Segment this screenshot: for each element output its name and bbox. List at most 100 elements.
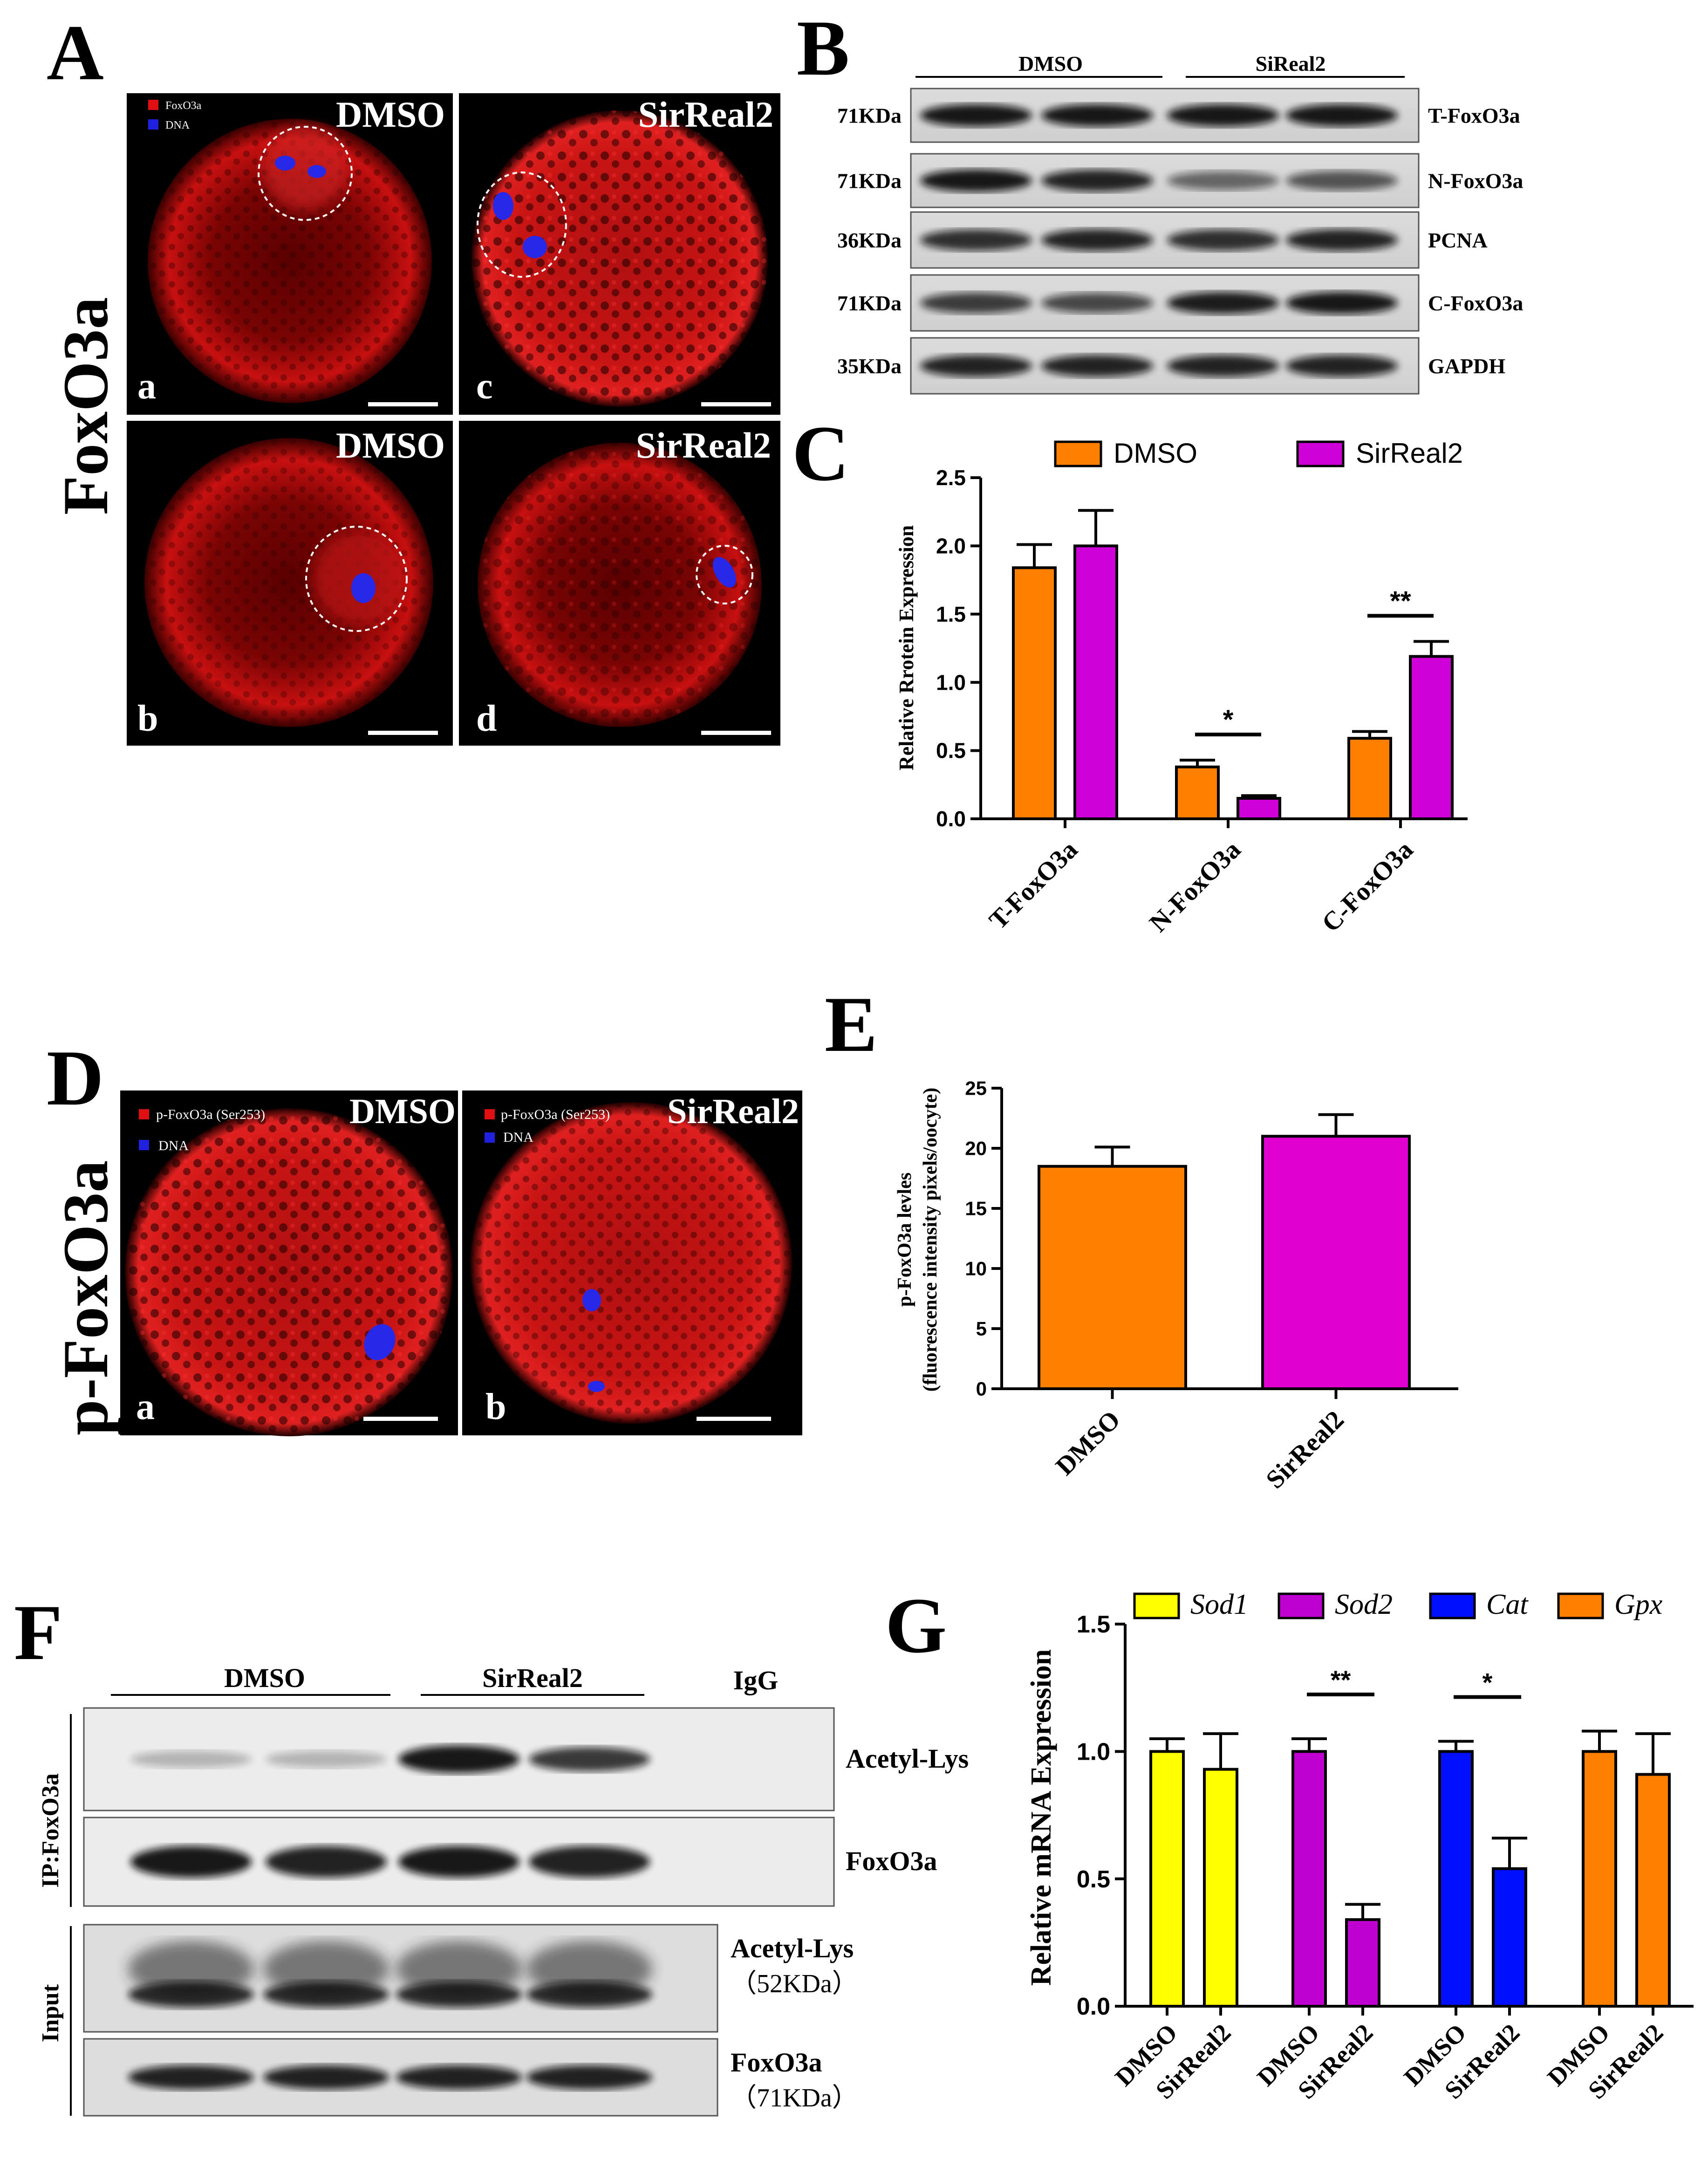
panel-a: A FoxO3a FoxO3a DNA DMSO a: [47, 9, 780, 746]
x-tick-label: DMSO: [1050, 1405, 1126, 1481]
bar-sirreal2: [1261, 1135, 1411, 1390]
blot-band: [920, 355, 1032, 377]
blot-kda-label: （71KDa）: [731, 2084, 858, 2112]
cell-db-group: SirReal2: [667, 1092, 799, 1131]
blot-band: [263, 1982, 389, 2008]
chart-c: 0.0 0.5 1.0 1.5 2.0 2.5 T-FoxO3a N-FoxO3a C-FoxO…: [895, 438, 1468, 938]
micrograph-a: FoxO3a DNA DMSO a: [127, 93, 453, 415]
y-axis-title: Relative Rrotein Expression: [895, 525, 918, 770]
panel-e-letter: E: [825, 981, 877, 1068]
blot-band: [1041, 229, 1153, 251]
blot-band: [130, 1751, 252, 1768]
y-axis-title: Relative mRNA Expression: [1025, 1649, 1057, 1986]
scale-bar: [368, 402, 438, 406]
blot-protein-label: Acetyl-Lys: [846, 1743, 969, 1774]
legend-foxo3a-a: FoxO3a: [165, 100, 202, 112]
bar-gpx: [1582, 1750, 1617, 2008]
blot-band: [396, 1982, 522, 2008]
scale-bar: [701, 402, 771, 406]
bar-sod1: [1149, 1750, 1185, 2008]
blot-band: [1041, 293, 1153, 313]
legend-swatch: [1557, 1592, 1604, 1619]
legend-swatch: [1296, 440, 1345, 467]
blot-band: [526, 1982, 652, 2008]
panel-b-group-dmso: DMSO: [1018, 52, 1083, 75]
cell-b-group: DMSO: [336, 425, 445, 466]
blot-kda-label: 71KDa: [837, 169, 902, 193]
blot-band: [1167, 355, 1279, 377]
blot-kda-label: 36KDa: [837, 228, 902, 252]
cell-db-sub: b: [485, 1386, 506, 1427]
panel-b: B DMSO SiReal2 71KDa T-FoxO3a 71KDa N-FoxO3…: [797, 4, 1523, 395]
panel-f-group-sirreal2: SirReal2: [482, 1663, 583, 1693]
cell-c-group: SirReal2: [638, 94, 773, 135]
blot-band: [1167, 292, 1279, 314]
cell-da-sub: a: [136, 1386, 155, 1427]
panel-b-letter: B: [797, 4, 849, 92]
scale-bar: [363, 1417, 438, 1421]
significance-label: *: [1223, 705, 1234, 735]
y-tick-label: 15: [965, 1198, 987, 1220]
blot-band: [1167, 171, 1279, 190]
cell-b-sub: b: [137, 698, 158, 739]
legend-swatch: [1278, 1592, 1325, 1619]
blot-band: [128, 1941, 254, 1997]
significance-label: **: [1390, 586, 1411, 616]
blot-band: [1167, 229, 1279, 251]
x-tick-label: T-FoxO3a: [984, 835, 1083, 935]
blot-band: [1041, 355, 1153, 377]
bar-sirreal2: [1073, 544, 1118, 820]
y-tick-label: 0.0: [1077, 1993, 1110, 2020]
y-tick-label: 1.0: [936, 670, 966, 694]
blot-band: [1041, 170, 1153, 192]
cell-da-group: DMSO: [349, 1092, 456, 1131]
blot-band: [1286, 171, 1398, 191]
y-tick-label: 0.5: [936, 739, 966, 763]
legend-pfoxo3a-b: p-FoxO3a (Ser253): [501, 1107, 610, 1122]
blot-band: [1286, 229, 1398, 251]
x-tick-label: C-FoxO3a: [1316, 835, 1419, 938]
legend-label: DMSO: [1114, 438, 1197, 469]
blot-band: [920, 169, 1032, 192]
legend-label: Sod2: [1335, 1589, 1393, 1620]
micrograph-b: DMSO b: [127, 421, 453, 746]
blot-kda-label: 35KDa: [837, 354, 902, 378]
blot-band: [396, 1941, 522, 1997]
blot-protein-label: FoxO3a: [731, 2047, 822, 2078]
panel-d-letter: D: [47, 1034, 104, 1122]
input-label: Input: [37, 1984, 64, 2042]
legend-dna-db: DNA: [503, 1130, 533, 1145]
cell-d-group: SirReal2: [636, 425, 771, 466]
blot-band: [1286, 292, 1398, 314]
y-tick-label: 10: [965, 1258, 987, 1280]
micrograph-d-b: p-FoxO3a (Ser253) DNA SirReal2 b: [462, 1090, 802, 1435]
panel-c-letter: C: [792, 410, 849, 497]
y-axis-subtitle: (fluorescence intensity pixels/oocyte): [920, 1088, 941, 1392]
blot-band: [1286, 355, 1398, 377]
blot-protein-label: GAPDH: [1428, 354, 1505, 378]
blot-band: [1041, 104, 1153, 127]
cell-a-group: DMSO: [336, 94, 445, 135]
blot-band: [128, 1982, 254, 2008]
blot-band: [263, 1941, 389, 1997]
y-tick-label: 2.0: [936, 534, 966, 558]
panel-a-side-label: FoxO3a: [50, 297, 121, 515]
blot-band: [266, 1846, 387, 1878]
blot-band: [920, 104, 1032, 127]
blot-protein-label: PCNA: [1428, 228, 1488, 252]
legend-pfoxo3a-a: p-FoxO3a (Ser253): [156, 1107, 265, 1122]
western-blot-b: 71KDa T-FoxO3a 71KDa N-FoxO3a 36KDa PCNA 71KDa…: [837, 88, 1523, 395]
panel-f-letter: F: [14, 1589, 62, 1676]
blot-band: [398, 1846, 519, 1878]
blot-protein-label: Acetyl-Lys: [731, 1933, 854, 1963]
y-tick-label: 1.5: [936, 602, 966, 626]
y-tick-label: 0.0: [936, 807, 966, 831]
blot-kda-label: 71KDa: [837, 104, 902, 128]
blot-kda-label: （52KDa）: [731, 1969, 858, 1998]
blot-kda-label: 71KDa: [837, 291, 902, 315]
blot-protein-label: T-FoxO3a: [1428, 104, 1520, 128]
scale-bar: [697, 1417, 771, 1421]
